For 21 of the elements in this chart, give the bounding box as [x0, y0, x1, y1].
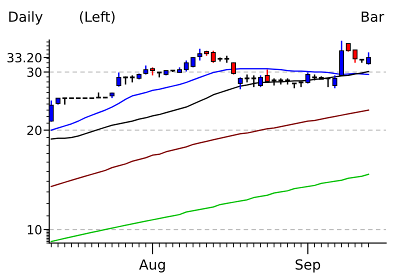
candlestick — [366, 52, 372, 66]
text: (Left) — [80, 11, 115, 24]
candlestick — [116, 72, 122, 88]
text: Bar — [362, 12, 384, 22]
x-tick-label: Aug — [139, 259, 165, 272]
candlestick — [190, 56, 196, 68]
line-series — [50, 109, 370, 188]
candlestick — [332, 74, 338, 89]
candlestick — [231, 62, 236, 76]
candlestick — [238, 76, 243, 90]
candlestick — [197, 48, 202, 62]
chart-title: Daily — [9, 11, 43, 25]
y-tick-label: 33.20 — [7, 52, 42, 62]
x-tick-label: Sep — [296, 259, 320, 272]
y-tick-label: 20 — [27, 126, 42, 136]
candlestick — [210, 50, 216, 64]
line-series — [50, 174, 370, 242]
y-tick-label: 30 — [27, 68, 42, 77]
y-tick-label: 10 — [28, 224, 42, 234]
candlestick — [184, 60, 189, 72]
candlestick — [258, 74, 263, 88]
